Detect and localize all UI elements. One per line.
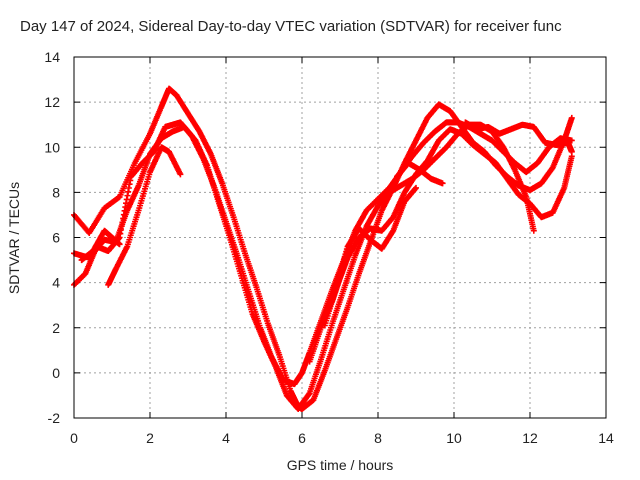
y-tick-label: 6	[52, 230, 60, 246]
x-tick-label: 0	[70, 430, 78, 446]
y-axis-label: SDTVAR / TECUs	[6, 182, 22, 294]
data-points	[71, 85, 575, 412]
data-point	[568, 137, 575, 144]
y-tick-label: 14	[44, 49, 60, 65]
x-tick-label: 10	[446, 430, 462, 446]
y-tick-label: 12	[44, 94, 60, 110]
y-tick-label: 10	[44, 139, 60, 155]
axis-ticks: 0 2 4 6 8 10 12 14 -2 0 2 4 6 8 10 12 14	[44, 49, 614, 446]
data-point	[568, 114, 575, 121]
y-tick-label: 2	[52, 320, 60, 336]
data-point	[530, 227, 537, 234]
data-point	[116, 241, 123, 248]
data-point	[568, 148, 575, 155]
data-point	[177, 171, 184, 178]
data-point	[439, 180, 446, 187]
y-tick-label: 0	[52, 365, 60, 381]
y-tick-label: 4	[52, 275, 60, 291]
y-tick-label: 8	[52, 184, 60, 200]
x-tick-label: 2	[146, 430, 154, 446]
plot-frame	[73, 56, 607, 419]
x-tick-label: 8	[374, 430, 382, 446]
x-tick-label: 4	[222, 430, 230, 446]
y-tick-label: -2	[48, 410, 61, 426]
x-tick-label: 6	[298, 430, 306, 446]
chart-title: Day 147 of 2024, Sidereal Day-to-day VTE…	[20, 18, 562, 35]
x-tick-label: 14	[598, 430, 614, 446]
grid-lines	[74, 57, 606, 418]
data-point	[413, 184, 419, 191]
x-axis-label: GPS time / hours	[287, 457, 394, 473]
x-tick-label: 12	[522, 430, 538, 446]
